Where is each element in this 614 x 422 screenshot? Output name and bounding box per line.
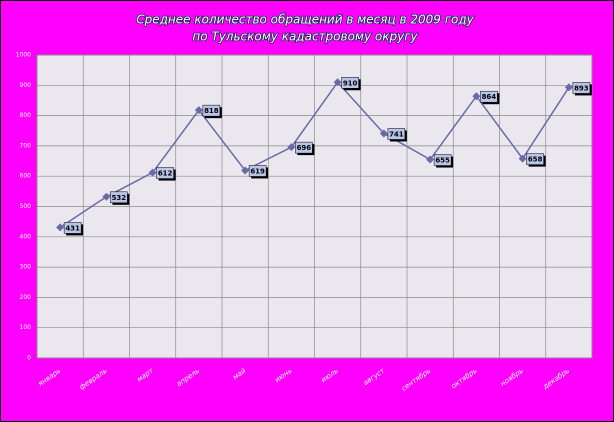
chart-title: Среднее количество обращений в месяц в 2… bbox=[136, 13, 474, 27]
label-box bbox=[110, 191, 128, 204]
label-box bbox=[526, 153, 544, 165]
label-box bbox=[480, 90, 498, 103]
value-label: 864 bbox=[482, 93, 497, 101]
y-tick-label: 200 bbox=[20, 294, 32, 301]
label-box bbox=[341, 77, 359, 89]
value-label: 655 bbox=[435, 157, 450, 165]
y-tick-label: 900 bbox=[20, 82, 32, 89]
value-label: 532 bbox=[112, 194, 127, 202]
label-box bbox=[295, 141, 313, 154]
y-tick-label: 600 bbox=[20, 173, 32, 180]
marker bbox=[287, 143, 296, 152]
label-box bbox=[387, 128, 406, 140]
value-label: 431 bbox=[65, 224, 80, 232]
data-line bbox=[59, 81, 570, 229]
value-label: 658 bbox=[528, 156, 543, 164]
marker bbox=[426, 155, 435, 164]
y-tick-label: 300 bbox=[20, 264, 32, 271]
value-label: 619 bbox=[250, 167, 265, 175]
value-label: 893 bbox=[574, 84, 589, 92]
marker bbox=[518, 154, 527, 163]
label-box bbox=[248, 165, 267, 177]
marker bbox=[102, 192, 111, 201]
marker bbox=[194, 106, 203, 115]
marker bbox=[472, 92, 481, 101]
y-tick-label: 400 bbox=[20, 233, 32, 240]
y-tick-label: 100 bbox=[20, 324, 32, 331]
marker bbox=[564, 83, 573, 92]
value-label: 696 bbox=[297, 144, 312, 152]
label-box bbox=[202, 104, 221, 117]
label-box bbox=[433, 154, 452, 166]
value-label: 818 bbox=[204, 107, 219, 115]
label-box bbox=[63, 222, 82, 234]
value-label: 910 bbox=[343, 79, 358, 87]
y-tick-label: 1000 bbox=[16, 52, 31, 59]
chart-subtitle: по Тульскому кадастровому округу bbox=[192, 30, 418, 44]
y-tick-label: 800 bbox=[20, 112, 32, 119]
value-label: 612 bbox=[158, 170, 173, 178]
marker bbox=[333, 78, 342, 87]
marker bbox=[379, 129, 388, 138]
y-tick-label: 500 bbox=[20, 203, 32, 210]
marker bbox=[241, 166, 250, 175]
y-tick-label: 0 bbox=[27, 355, 31, 362]
y-tick-label: 700 bbox=[20, 142, 32, 149]
label-box bbox=[156, 167, 174, 179]
marker bbox=[56, 223, 65, 232]
value-label: 741 bbox=[389, 130, 404, 138]
marker bbox=[148, 168, 157, 177]
label-box bbox=[572, 82, 591, 94]
